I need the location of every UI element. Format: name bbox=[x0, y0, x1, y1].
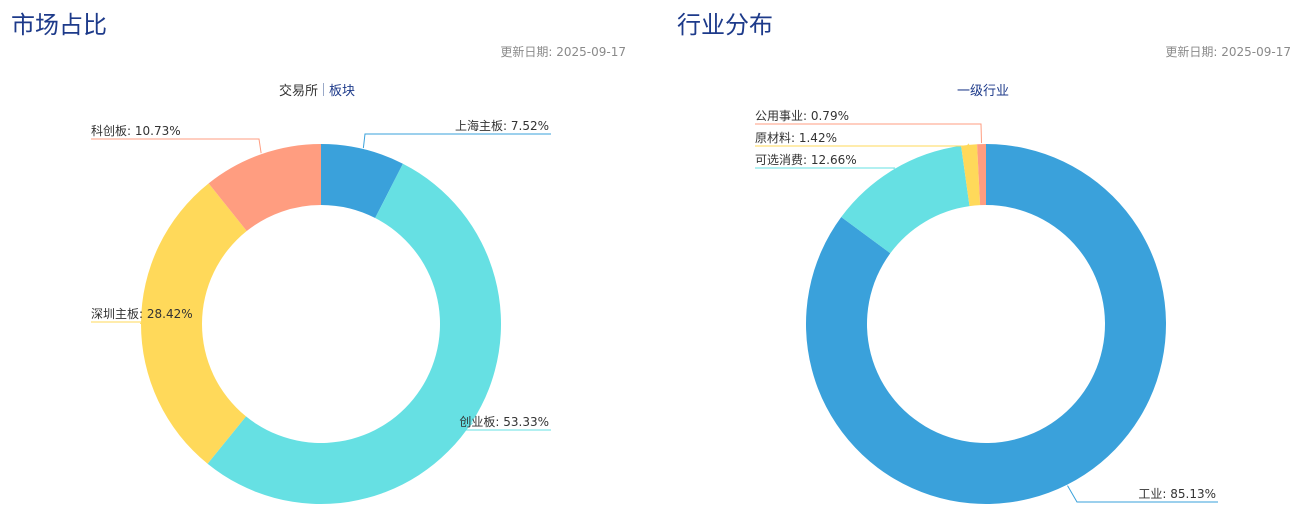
market-share-panel: 市场占比 更新日期: 2025-09-17 交易所 板块 上海主板: 7.52% 创… bbox=[11, 11, 626, 505]
industry-slice-label-3: 公用事业: 0.79% bbox=[755, 109, 849, 123]
market-share-donut-chart: 上海主板: 7.52% 创业板: 53.33% 深圳主板: 28.42% 科创板: 1… bbox=[91, 118, 551, 505]
market-leader-line-3 bbox=[91, 138, 262, 154]
industry-slice-3[interactable] bbox=[977, 144, 986, 206]
tab-exchange[interactable]: 交易所 bbox=[279, 84, 319, 99]
market-slice-0[interactable] bbox=[321, 144, 403, 219]
market-leader-line-0 bbox=[362, 133, 551, 149]
tab-divider bbox=[323, 83, 325, 96]
industry-tabs: 一级行业 bbox=[955, 80, 1011, 99]
industry-slice-label-2: 原材料: 1.42% bbox=[755, 131, 837, 145]
market-leader-line-1 bbox=[463, 422, 551, 431]
market-slice-label-3: 科创板: 10.73% bbox=[91, 124, 181, 138]
market-slice-1[interactable] bbox=[207, 163, 501, 505]
industry-slice-2[interactable] bbox=[961, 144, 981, 207]
market-share-updated-date: 更新日期: 2025-09-17 bbox=[500, 45, 626, 59]
industry-slice-label-1: 可选消费: 12.66% bbox=[755, 153, 857, 167]
market-slice-label-2: 深圳主板: 28.42% bbox=[91, 307, 193, 321]
industry-donut-chart: 工业: 85.13% 可选消费: 12.66% 原材料: 1.42% 公用事业: 0.… bbox=[755, 109, 1218, 504]
industry-updated-date: 更新日期: 2025-09-17 bbox=[1165, 45, 1291, 59]
industry-slice-0[interactable] bbox=[806, 144, 1166, 504]
industry-leader-line-3 bbox=[755, 123, 983, 144]
market-leader-line-2 bbox=[91, 321, 188, 324]
tab-primary-industry[interactable]: 一级行业 bbox=[957, 84, 1010, 99]
market-slice-label-1: 创业板: 53.33% bbox=[459, 415, 549, 429]
market-slice-3[interactable] bbox=[208, 144, 321, 232]
industry-distribution-panel: 行业分布 更新日期: 2025-09-17 一级行业 工业: 85.13% 可选消… bbox=[666, 0, 1302, 521]
industry-leader-line-2 bbox=[755, 143, 970, 147]
tab-sector[interactable]: 板块 bbox=[329, 84, 356, 99]
market-share-title: 市场占比 bbox=[11, 11, 107, 39]
market-slice-2[interactable] bbox=[141, 183, 247, 464]
industry-slice-label-0: 工业: 85.13% bbox=[1138, 487, 1216, 501]
industry-leader-line-0 bbox=[1067, 485, 1218, 503]
market-share-tabs: 交易所 板块 bbox=[277, 80, 357, 99]
market-slice-label-0: 上海主板: 7.52% bbox=[455, 118, 549, 133]
industry-distribution-title: 行业分布 bbox=[677, 11, 773, 39]
industry-slice-1[interactable] bbox=[841, 145, 970, 254]
